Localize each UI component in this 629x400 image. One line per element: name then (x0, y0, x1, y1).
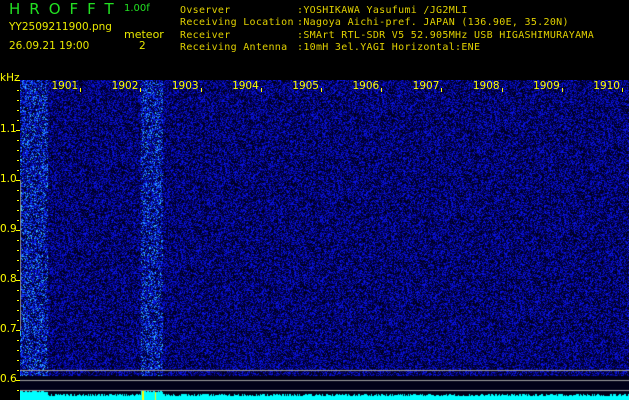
y-tick (16, 380, 20, 381)
x-tick-label: 1904 (232, 80, 259, 92)
datetime: 26.09.21 19:00 (9, 40, 90, 52)
y-tick (16, 80, 20, 81)
y-tick (17, 320, 19, 321)
y-tick-label: 0.6 (0, 373, 17, 385)
y-tick (17, 160, 19, 161)
y-tick (16, 280, 20, 281)
x-tick (261, 88, 262, 92)
y-tick (17, 390, 19, 391)
info-label: Ovserver (180, 5, 231, 16)
y-tick (17, 150, 19, 151)
spectrogram-canvas (20, 80, 629, 400)
y-tick (17, 310, 19, 311)
x-tick-label: 1910 (593, 80, 620, 92)
version-label: 1.00f (124, 3, 150, 14)
x-tick (562, 88, 563, 92)
y-tick (17, 100, 19, 101)
x-tick (622, 88, 623, 92)
y-tick (17, 190, 19, 191)
x-tick-label: 1908 (472, 80, 500, 92)
info-value: :YOSHIKAWA Yasufumi /JG2MLI (297, 5, 468, 16)
x-tick (80, 88, 81, 92)
info-label: Receiving Antenna (180, 41, 288, 53)
y-tick-label: 0.7 (0, 323, 17, 335)
y-tick (17, 250, 19, 251)
y-tick (17, 290, 19, 291)
y-tick (17, 170, 19, 171)
x-tick (321, 88, 322, 92)
x-tick (381, 88, 382, 92)
y-tick (17, 300, 19, 301)
y-tick-label: 0.9 (0, 223, 17, 235)
filename: YY2509211900.png (9, 21, 112, 33)
y-tick (17, 140, 19, 141)
x-tick (140, 88, 141, 92)
y-tick (17, 270, 19, 271)
y-tick (16, 180, 20, 181)
x-tick-label: 1902 (111, 80, 139, 92)
x-tick-label: 1907 (412, 80, 440, 92)
y-tick (17, 240, 19, 241)
y-tick (17, 370, 19, 371)
info-label: Receiving Location (180, 17, 294, 29)
y-tick-label: 1.1 (0, 123, 17, 135)
info-value: :SMArt RTL-SDR V5 52.905MHz USB HIGASHIM… (297, 29, 595, 41)
y-tick (17, 110, 19, 111)
app-title: HROFFT (9, 0, 123, 18)
y-tick (17, 340, 19, 341)
x-tick-label: 1905 (292, 80, 319, 92)
y-tick (16, 330, 20, 331)
y-tick-label: 0.8 (0, 273, 17, 285)
y-tick (17, 350, 19, 351)
x-tick (502, 88, 503, 92)
y-tick (17, 120, 19, 121)
x-tick-label: 1909 (533, 80, 560, 92)
y-tick (17, 360, 19, 361)
y-tick (16, 130, 20, 131)
x-tick-label: 1906 (352, 80, 380, 92)
info-value: :10mH 3el.YAGI Horizontal:ENE (297, 41, 481, 53)
x-tick-label: 1903 (171, 80, 199, 92)
meteor-count: 2 (139, 40, 146, 52)
x-tick (441, 88, 442, 92)
y-tick (17, 260, 19, 261)
y-tick (17, 220, 19, 221)
y-axis-unit: kHz (0, 72, 20, 84)
y-tick (17, 200, 19, 201)
x-tick-label: 1901 (51, 80, 79, 92)
y-tick (17, 90, 19, 91)
y-tick-label: 1.0 (0, 173, 17, 185)
meteor-label: meteor (124, 28, 164, 41)
y-tick (17, 210, 19, 211)
y-tick (16, 230, 20, 231)
x-tick (201, 88, 202, 92)
info-value: :Nagoya Aichi-pref. JAPAN (136.90E, 35.2… (297, 17, 569, 29)
info-label: Receiver (180, 29, 231, 41)
